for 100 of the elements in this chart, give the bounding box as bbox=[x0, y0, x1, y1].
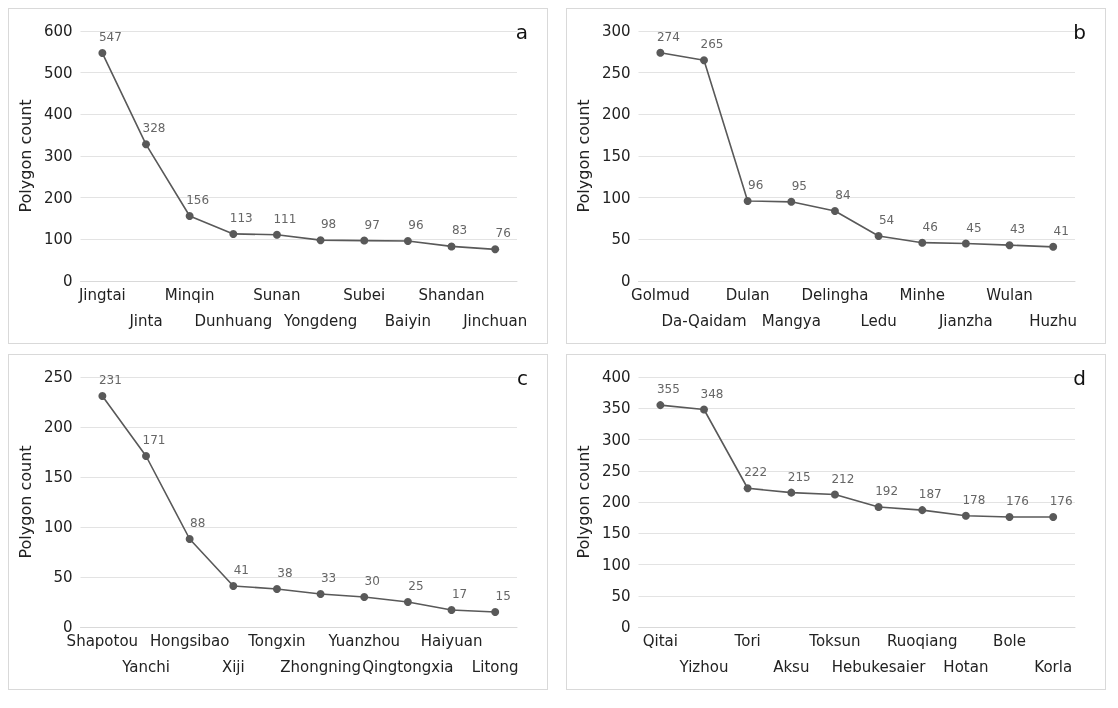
y-tick-label: 200 bbox=[601, 105, 631, 124]
y-tick-label: 200 bbox=[601, 493, 631, 511]
y-tick-label: 400 bbox=[601, 368, 631, 386]
x-tick-label: Da-Qaidam bbox=[661, 311, 747, 330]
point bbox=[272, 230, 281, 239]
x-tick-label: Litong bbox=[471, 657, 519, 676]
x-tick-label: Huzhu bbox=[1029, 311, 1078, 330]
data-label: 176 bbox=[1006, 494, 1029, 508]
data-label: 265 bbox=[700, 37, 724, 52]
x-tick-label: Baiyin bbox=[384, 311, 431, 330]
x-tick-label: Yongdeng bbox=[283, 311, 358, 330]
point bbox=[787, 488, 796, 497]
x-tick-label: Golmud bbox=[631, 285, 690, 304]
data-label: 43 bbox=[1009, 222, 1026, 237]
x-tick-label: Mangya bbox=[761, 311, 821, 330]
y-axis-title: Polygon count bbox=[573, 99, 593, 213]
data-label: 113 bbox=[229, 210, 253, 225]
point bbox=[229, 229, 238, 238]
data-label: 231 bbox=[98, 373, 122, 387]
y-axis-title: Polygon count bbox=[15, 445, 35, 559]
point bbox=[830, 490, 839, 499]
y-tick-label: 150 bbox=[601, 147, 631, 165]
x-tick-label: Yuanzhou bbox=[327, 631, 401, 650]
chart-title: d bbox=[1073, 366, 1087, 390]
point bbox=[656, 401, 665, 410]
y-tick-label: 100 bbox=[601, 188, 631, 207]
data-label: 215 bbox=[787, 469, 811, 484]
y-axis-title: Polygon count bbox=[15, 99, 35, 213]
data-label: 111 bbox=[273, 211, 297, 226]
data-label: 328 bbox=[142, 121, 166, 136]
data-label: 178 bbox=[962, 492, 986, 507]
data-label: 30 bbox=[364, 574, 380, 588]
point bbox=[316, 236, 325, 245]
point bbox=[830, 207, 839, 215]
y-tick-label: 300 bbox=[601, 22, 631, 40]
point bbox=[447, 606, 456, 614]
x-tick-label: Ruoqiang bbox=[887, 631, 958, 650]
x-tick-label: Dulan bbox=[725, 285, 770, 304]
point bbox=[874, 232, 883, 240]
y-tick-label: 600 bbox=[43, 22, 73, 40]
point bbox=[491, 608, 500, 616]
data-label: 84 bbox=[835, 188, 851, 202]
y-tick-label: 150 bbox=[601, 524, 631, 543]
point bbox=[98, 392, 107, 400]
y-tick-label: 100 bbox=[43, 230, 73, 249]
point bbox=[656, 48, 665, 57]
y-tick-label: 300 bbox=[43, 147, 73, 165]
point bbox=[961, 239, 970, 248]
point bbox=[700, 56, 708, 65]
x-tick-label: Xiji bbox=[221, 657, 245, 676]
y-tick-label: 150 bbox=[43, 468, 73, 486]
y-tick-label: 250 bbox=[601, 461, 631, 480]
y-tick-label: 500 bbox=[43, 63, 73, 82]
point bbox=[743, 197, 752, 205]
data-label: 192 bbox=[875, 484, 899, 498]
x-tick-label: Delingha bbox=[801, 285, 869, 304]
y-tick-label: 50 bbox=[53, 568, 73, 586]
data-label: 355 bbox=[656, 382, 680, 397]
y-tick-label: 300 bbox=[601, 430, 631, 449]
chart-title: b bbox=[1073, 20, 1087, 44]
x-tick-label: Qingtongxia bbox=[362, 657, 454, 676]
y-tick-label: 100 bbox=[601, 555, 631, 574]
point bbox=[272, 585, 281, 593]
x-tick-label: Yizhou bbox=[678, 657, 729, 676]
x-tick-label: Subei bbox=[343, 285, 386, 304]
data-label: 96 bbox=[408, 218, 424, 232]
x-tick-label: Shapotou bbox=[66, 631, 139, 650]
data-label: 95 bbox=[791, 178, 807, 193]
x-tick-label: Aksu bbox=[773, 657, 810, 676]
point bbox=[403, 598, 412, 606]
data-label: 176 bbox=[1049, 494, 1073, 508]
point bbox=[447, 242, 456, 251]
point bbox=[787, 197, 796, 206]
x-tick-label: Jingtai bbox=[77, 285, 126, 304]
y-tick-label: 200 bbox=[43, 188, 73, 207]
point bbox=[1005, 241, 1014, 250]
y-tick-label: 250 bbox=[43, 368, 73, 386]
data-label: 171 bbox=[142, 433, 166, 447]
x-tick-label: Wulan bbox=[986, 285, 1033, 304]
point bbox=[491, 245, 500, 254]
point bbox=[360, 593, 369, 601]
x-tick-label: Jianzha bbox=[937, 311, 993, 330]
x-tick-label: Sunan bbox=[253, 285, 301, 304]
x-tick-label: Ledu bbox=[860, 311, 897, 330]
x-tick-label: Tongxin bbox=[247, 631, 306, 650]
y-tick-label: 0 bbox=[62, 272, 73, 290]
data-label: 45 bbox=[966, 220, 982, 235]
x-tick-label: Minhe bbox=[899, 285, 945, 304]
data-label: 187 bbox=[918, 487, 942, 502]
y-tick-label: 50 bbox=[611, 230, 631, 249]
y-axis-title: Polygon count bbox=[573, 445, 593, 559]
x-tick-label: Haiyuan bbox=[420, 631, 483, 650]
point bbox=[142, 140, 150, 149]
point bbox=[403, 237, 412, 245]
point bbox=[316, 590, 325, 598]
data-label: 25 bbox=[408, 579, 424, 593]
point bbox=[142, 452, 150, 460]
data-label: 54 bbox=[878, 213, 895, 227]
y-tick-label: 0 bbox=[620, 618, 631, 636]
point bbox=[874, 503, 883, 511]
